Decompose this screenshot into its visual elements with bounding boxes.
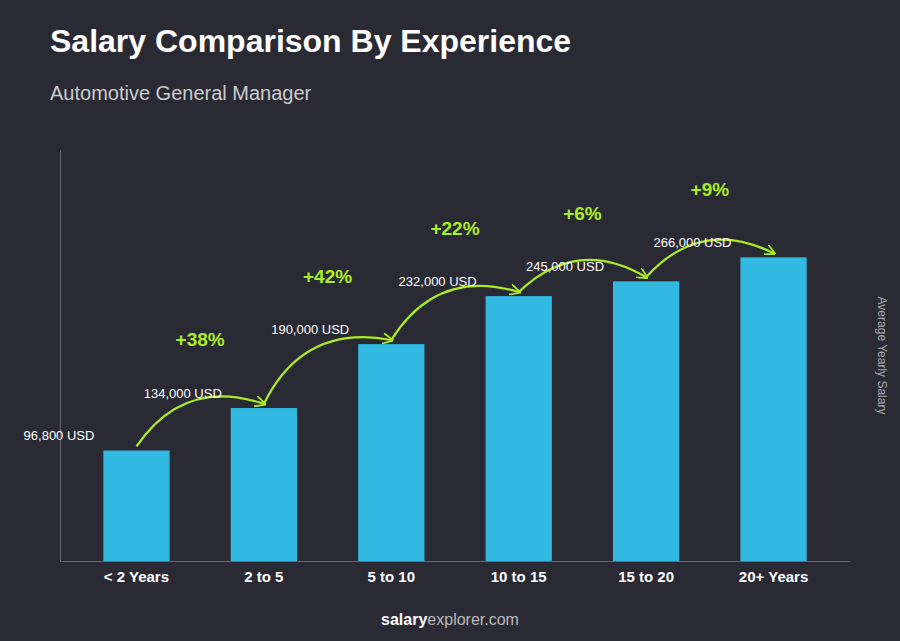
y-axis [60, 151, 61, 562]
change-arrow [136, 396, 263, 446]
data-label: 266,000 USD [653, 235, 731, 250]
x-tick: 15 to 20 [618, 561, 674, 585]
data-label: 190,000 USD [271, 322, 349, 337]
title: Salary Comparison By Experience [50, 23, 571, 59]
x-tick-label: 5 to 10 [368, 568, 416, 585]
x-tick: 2 to 5 [244, 561, 283, 585]
background [0, 0, 900, 641]
x-tick: 20+ Years [739, 561, 808, 585]
data-label: 134,000 USD [144, 386, 222, 401]
subtitle: Automotive General Manager [50, 82, 312, 104]
y-axis-title: Average Yearly Salary [875, 297, 889, 415]
x-tick: < 2 Years [104, 561, 169, 585]
bar [613, 281, 679, 561]
change-arrows [136, 240, 773, 447]
x-axis: < 2 Years 2 to 5 5 to 10 10 to 15 15 to 20 20… [61, 561, 851, 585]
bars [103, 257, 806, 561]
y-axis-line [60, 151, 61, 562]
x-tick: 5 to 10 [368, 561, 416, 585]
x-axis-line [61, 561, 851, 562]
data-label: 232,000 USD [399, 274, 477, 289]
footer: salaryexplorer.com [381, 611, 519, 628]
bar [486, 296, 552, 561]
annotation: +6% [563, 203, 602, 224]
x-tick: 10 to 15 [491, 561, 547, 585]
chart: < 2 Years 2 to 5 5 to 10 10 to 15 15 to 20 20… [0, 0, 900, 641]
x-tick-label: < 2 Years [104, 568, 169, 585]
annotation: +22% [430, 218, 479, 239]
annotation: +38% [176, 329, 225, 350]
change-arrow [519, 260, 646, 292]
bar [358, 344, 424, 561]
bar [103, 450, 169, 561]
change-arrow [391, 286, 518, 340]
x-tick-label: 15 to 20 [618, 568, 674, 585]
data-label: 245,000 USD [526, 259, 604, 274]
annotation: +42% [303, 266, 352, 287]
footer-part: explorer.com [427, 611, 519, 628]
x-tick-label: 20+ Years [739, 568, 808, 585]
data-label: 96,800 USD [24, 428, 95, 443]
annotation: +9% [691, 179, 730, 200]
x-tick-label: 10 to 15 [491, 568, 547, 585]
annotations: +38% +42% +22% +6% +9% [176, 179, 730, 351]
bar [740, 257, 806, 561]
footer-part: salary [381, 611, 427, 628]
change-arrow [264, 337, 391, 404]
plot: < 2 Years 2 to 5 5 to 10 10 to 15 15 to 20 20… [24, 151, 851, 585]
bar [231, 408, 297, 561]
x-tick-label: 2 to 5 [244, 568, 283, 585]
data-labels: 96,800 USD 134,000 USD 190,000 USD 232,000 … [24, 235, 732, 443]
